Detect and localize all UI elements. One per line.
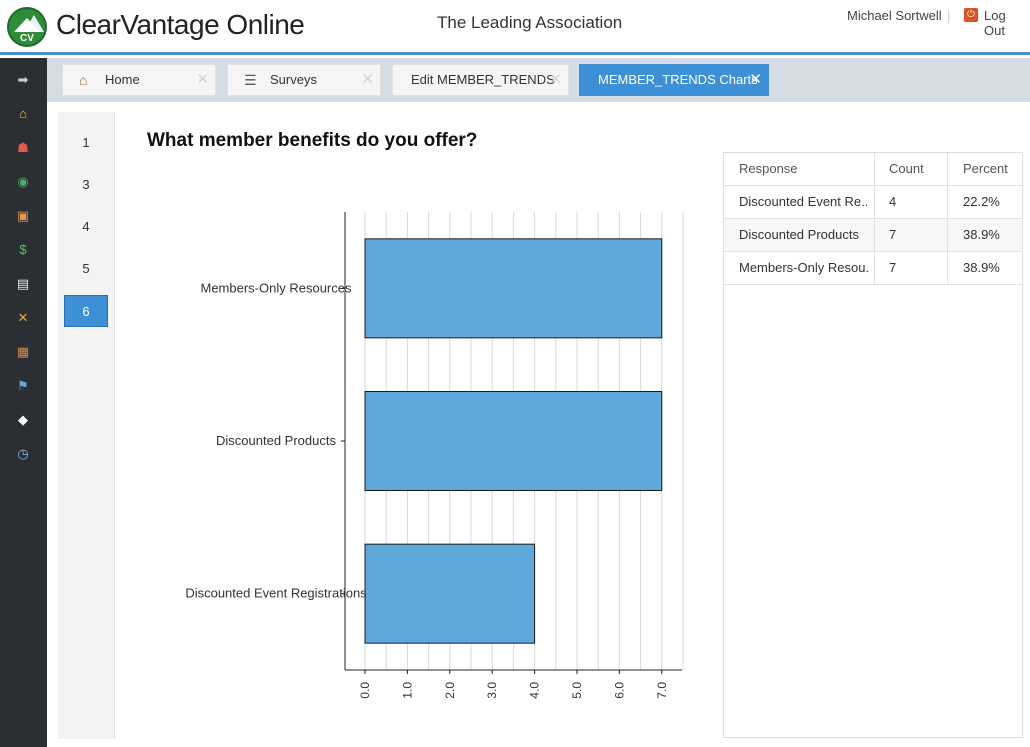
x-tick-label: 3.0 <box>485 682 499 699</box>
tab-label: Surveys <box>270 72 317 87</box>
x-tick-label: 2.0 <box>443 682 457 699</box>
tab-home[interactable]: ⌂ Home ✕ <box>62 64 216 96</box>
globe-icon[interactable]: ◉ <box>17 174 29 189</box>
x-tick-label: 5.0 <box>570 682 584 699</box>
close-icon[interactable]: ✕ <box>749 71 762 88</box>
bar <box>364 391 663 491</box>
tab-member-trends-charts[interactable]: MEMBER_TRENDS Charts ✕ <box>579 64 769 96</box>
percent-cell: 22.2% <box>963 194 1000 209</box>
count-cell: 7 <box>889 260 897 275</box>
results-table: Response Count Percent Discounted Event … <box>723 152 1023 738</box>
expand-arrow-icon[interactable]: ➡ <box>17 72 29 87</box>
x-tick-label: 6.0 <box>612 682 626 699</box>
dashboard-icon[interactable]: ◷ <box>17 446 29 461</box>
tag-icon[interactable]: ◆ <box>18 412 28 427</box>
close-icon[interactable]: ✕ <box>549 71 562 88</box>
question-nav-item-active[interactable]: 6 <box>64 295 108 327</box>
document-icon[interactable]: ▤ <box>16 276 30 291</box>
response-cell: Discounted Products <box>739 227 859 242</box>
left-nav-rail: ➡ ⌂ ☗ ◉ ▣ $ ▤ ✕ ▦ ⚑ ◆ ◷ <box>0 58 47 747</box>
question-nav-item[interactable]: 1 <box>82 135 90 150</box>
main-content: 1 3 4 5 6 What member benefits do you of… <box>47 102 1030 747</box>
close-icon[interactable]: ✕ <box>361 71 374 88</box>
question-nav-item[interactable]: 5 <box>82 261 90 276</box>
table-row[interactable]: Discounted Products 7 38.9% <box>724 219 1022 252</box>
bar-chart: Members-Only Resources Discounted Product… <box>185 212 684 699</box>
x-tick-label: 7.0 <box>655 682 669 699</box>
column-header-response[interactable]: Response <box>739 161 798 176</box>
finance-icon[interactable]: $ <box>19 242 27 257</box>
table-header-row: Response Count Percent <box>724 153 1022 186</box>
logo-text: CV <box>20 33 34 44</box>
x-tick-label: 4.0 <box>528 682 542 699</box>
y-tick-label: Members-Only Resources <box>201 280 352 295</box>
column-header-count[interactable]: Count <box>889 161 924 176</box>
close-icon[interactable]: ✕ <box>196 71 209 88</box>
header-separator: | <box>947 8 951 23</box>
question-title: What member benefits do you offer? <box>147 130 478 151</box>
tools-icon[interactable]: ✕ <box>17 310 29 325</box>
logout-link[interactable]: Log Out <box>984 8 1006 38</box>
bar <box>364 238 663 339</box>
x-tick-label: 0.0 <box>358 682 372 699</box>
tab-label: MEMBER_TRENDS Charts <box>598 72 758 87</box>
table-row[interactable]: Members-Only Resou... 7 38.9% <box>724 252 1022 285</box>
app-header: CV ClearVantage Online The Leading Assoc… <box>0 0 1030 55</box>
store-icon[interactable]: ▦ <box>16 344 30 359</box>
question-nav: 1 3 4 5 6 <box>58 112 115 739</box>
home-icon[interactable]: ⌂ <box>19 106 27 121</box>
tab-label: Home <box>105 72 140 87</box>
flag-icon[interactable]: ⚑ <box>17 378 29 393</box>
home-icon: ⌂ <box>79 72 88 88</box>
tab-edit-member-trends[interactable]: Edit MEMBER_TRENDS ✕ <box>392 64 569 96</box>
tab-label: Edit MEMBER_TRENDS <box>411 72 555 87</box>
count-cell: 7 <box>889 227 897 242</box>
app-title: ClearVantage Online <box>56 9 305 40</box>
user-name-link[interactable]: Michael Sortwell <box>847 8 942 23</box>
power-icon[interactable]: ⏻ <box>964 8 978 22</box>
bar <box>364 543 536 644</box>
calendar-icon[interactable]: ▣ <box>16 208 30 223</box>
tab-bar: ⌂ Home ✕ ☰ Surveys ✕ Edit MEMBER_TRENDS … <box>47 58 1030 102</box>
question-nav-item[interactable]: 4 <box>82 219 90 234</box>
contacts-icon[interactable]: ☗ <box>17 140 29 155</box>
tab-surveys[interactable]: ☰ Surveys ✕ <box>227 64 381 96</box>
question-nav-item[interactable]: 3 <box>82 177 90 192</box>
organization-name: The Leading Association <box>437 13 623 32</box>
y-tick-label: Discounted Event Registrations <box>185 586 367 601</box>
count-cell: 4 <box>889 194 897 209</box>
percent-cell: 38.9% <box>963 227 1000 242</box>
list-icon: ☰ <box>244 72 257 88</box>
clearvantage-logo[interactable]: CV <box>7 7 47 47</box>
response-cell: Members-Only Resou... <box>739 260 869 275</box>
percent-cell: 38.9% <box>963 260 1000 275</box>
y-tick-label: Discounted Products <box>216 433 336 448</box>
x-tick-label: 1.0 <box>400 682 414 699</box>
response-cell: Discounted Event Re... <box>739 194 869 209</box>
table-row[interactable]: Discounted Event Re... 4 22.2% <box>724 186 1022 219</box>
column-header-percent[interactable]: Percent <box>963 161 1008 176</box>
